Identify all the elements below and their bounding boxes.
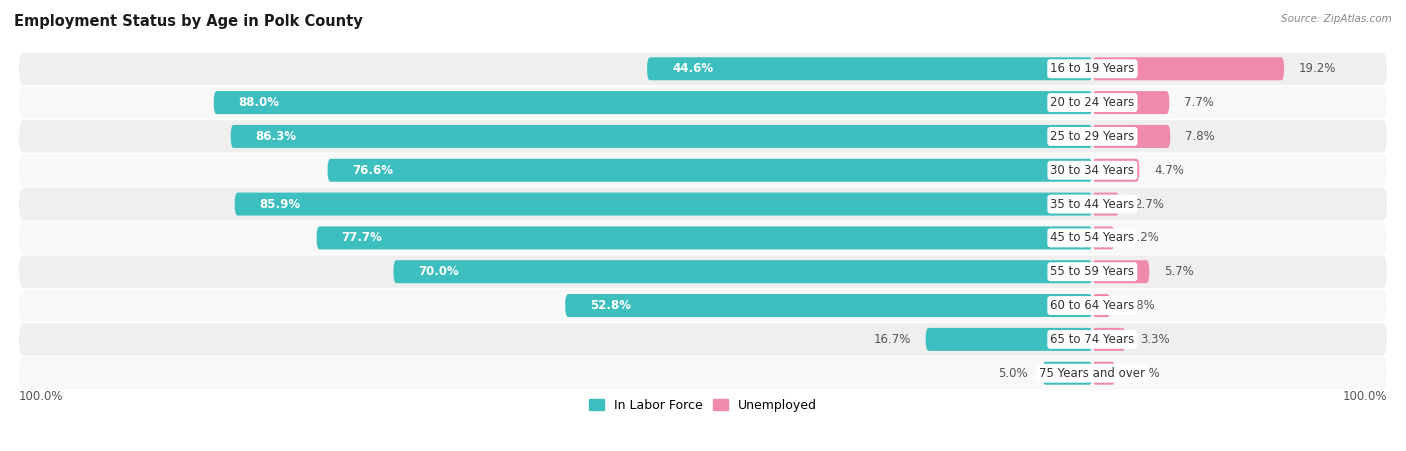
Text: 2.7%: 2.7% bbox=[1135, 198, 1164, 211]
FancyBboxPatch shape bbox=[394, 260, 1092, 283]
FancyBboxPatch shape bbox=[20, 86, 1386, 119]
Text: 4.7%: 4.7% bbox=[1154, 164, 1184, 177]
Text: 85.9%: 85.9% bbox=[260, 198, 301, 211]
FancyBboxPatch shape bbox=[20, 323, 1386, 355]
FancyBboxPatch shape bbox=[20, 188, 1386, 220]
Text: 19.2%: 19.2% bbox=[1299, 62, 1337, 75]
FancyBboxPatch shape bbox=[1092, 226, 1115, 249]
Text: 16 to 19 Years: 16 to 19 Years bbox=[1050, 62, 1135, 75]
Text: 2.2%: 2.2% bbox=[1129, 231, 1159, 244]
FancyBboxPatch shape bbox=[214, 91, 1092, 114]
Text: Source: ZipAtlas.com: Source: ZipAtlas.com bbox=[1281, 14, 1392, 23]
FancyBboxPatch shape bbox=[235, 193, 1092, 216]
Text: 5.7%: 5.7% bbox=[1164, 265, 1194, 278]
Text: 100.0%: 100.0% bbox=[20, 390, 63, 403]
FancyBboxPatch shape bbox=[1092, 294, 1111, 317]
Text: 1.8%: 1.8% bbox=[1125, 299, 1156, 312]
FancyBboxPatch shape bbox=[1092, 125, 1170, 148]
Legend: In Labor Force, Unemployed: In Labor Force, Unemployed bbox=[589, 399, 817, 412]
FancyBboxPatch shape bbox=[565, 294, 1092, 317]
Text: 7.7%: 7.7% bbox=[1184, 96, 1215, 109]
Text: 60 to 64 Years: 60 to 64 Years bbox=[1050, 299, 1135, 312]
Text: 76.6%: 76.6% bbox=[353, 164, 394, 177]
Text: 30 to 34 Years: 30 to 34 Years bbox=[1050, 164, 1135, 177]
FancyBboxPatch shape bbox=[1092, 260, 1149, 283]
FancyBboxPatch shape bbox=[1092, 193, 1119, 216]
FancyBboxPatch shape bbox=[20, 154, 1386, 187]
Text: 86.3%: 86.3% bbox=[256, 130, 297, 143]
FancyBboxPatch shape bbox=[20, 221, 1386, 254]
FancyBboxPatch shape bbox=[1042, 362, 1092, 385]
Text: 16.7%: 16.7% bbox=[873, 333, 911, 346]
Text: 3.3%: 3.3% bbox=[1140, 333, 1170, 346]
FancyBboxPatch shape bbox=[1092, 91, 1170, 114]
Text: 65 to 74 Years: 65 to 74 Years bbox=[1050, 333, 1135, 346]
Text: 70.0%: 70.0% bbox=[419, 265, 460, 278]
Text: 88.0%: 88.0% bbox=[239, 96, 280, 109]
FancyBboxPatch shape bbox=[20, 255, 1386, 288]
FancyBboxPatch shape bbox=[647, 57, 1092, 80]
Text: 5.0%: 5.0% bbox=[998, 367, 1028, 380]
Text: 2.3%: 2.3% bbox=[1130, 367, 1160, 380]
FancyBboxPatch shape bbox=[316, 226, 1092, 249]
FancyBboxPatch shape bbox=[20, 357, 1386, 390]
FancyBboxPatch shape bbox=[20, 52, 1386, 85]
Text: 77.7%: 77.7% bbox=[342, 231, 382, 244]
FancyBboxPatch shape bbox=[1092, 57, 1284, 80]
FancyBboxPatch shape bbox=[1092, 328, 1125, 351]
FancyBboxPatch shape bbox=[328, 159, 1092, 182]
Text: 7.8%: 7.8% bbox=[1185, 130, 1215, 143]
Text: 52.8%: 52.8% bbox=[591, 299, 631, 312]
Text: 44.6%: 44.6% bbox=[672, 62, 713, 75]
FancyBboxPatch shape bbox=[1092, 362, 1115, 385]
Text: 100.0%: 100.0% bbox=[1343, 390, 1386, 403]
Text: 25 to 29 Years: 25 to 29 Years bbox=[1050, 130, 1135, 143]
FancyBboxPatch shape bbox=[1092, 159, 1139, 182]
Text: 20 to 24 Years: 20 to 24 Years bbox=[1050, 96, 1135, 109]
FancyBboxPatch shape bbox=[20, 290, 1386, 322]
Text: 35 to 44 Years: 35 to 44 Years bbox=[1050, 198, 1135, 211]
FancyBboxPatch shape bbox=[925, 328, 1092, 351]
Text: 75 Years and over: 75 Years and over bbox=[1039, 367, 1146, 380]
FancyBboxPatch shape bbox=[20, 120, 1386, 152]
FancyBboxPatch shape bbox=[231, 125, 1092, 148]
Text: 45 to 54 Years: 45 to 54 Years bbox=[1050, 231, 1135, 244]
Text: 55 to 59 Years: 55 to 59 Years bbox=[1050, 265, 1135, 278]
Text: Employment Status by Age in Polk County: Employment Status by Age in Polk County bbox=[14, 14, 363, 28]
